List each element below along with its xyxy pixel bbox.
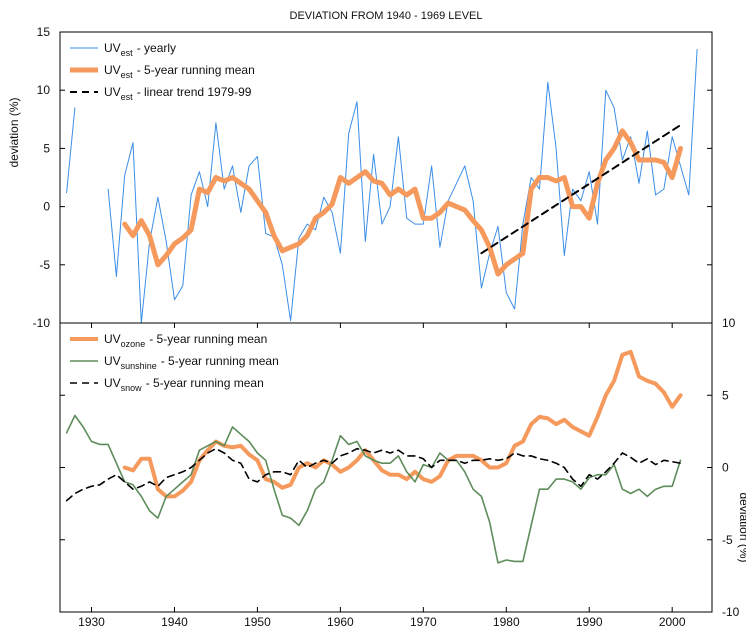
series-line <box>480 124 682 255</box>
legend-subscript: snow <box>121 383 143 393</box>
legend-suffix: - 5-year running mean <box>149 332 267 346</box>
legend-label: UVest - 5-year running mean <box>104 63 255 80</box>
legend-suffix: - 5-year running mean <box>137 63 255 77</box>
series-line <box>66 107 76 194</box>
x-tick-label: 1930 <box>78 615 105 629</box>
legend-label: UVsnow - 5-year running mean <box>104 376 264 393</box>
legend-subscript: sunshine <box>121 361 157 371</box>
legend-subscript: est <box>121 92 134 102</box>
legend-label: UVest - linear trend 1979-99 <box>104 85 252 102</box>
legend-name: UV <box>104 376 121 390</box>
y-tick-label: 5 <box>722 388 729 402</box>
x-tick-label: 1950 <box>244 615 271 629</box>
legend-name: UV <box>104 354 121 368</box>
x-tick-label: 2000 <box>659 615 686 629</box>
y-tick-label: -5 <box>722 533 733 547</box>
y-tick-label: 15 <box>37 25 51 39</box>
legend-name: UV <box>104 85 121 99</box>
legend-name: UV <box>104 332 121 346</box>
x-tick-label: 1980 <box>493 615 520 629</box>
legend-label: UVsunshine - 5-year running mean <box>104 354 279 371</box>
x-tick-label: 1970 <box>410 615 437 629</box>
chart-title: DEVIATION FROM 1940 - 1969 LEVEL <box>290 10 483 22</box>
y-tick-label: -10 <box>722 605 740 619</box>
y-tick-label: -5 <box>39 258 50 272</box>
x-tick-label: 1960 <box>327 615 354 629</box>
y-axis-label: deviation (%) <box>737 492 746 562</box>
y-tick-label: 0 <box>43 200 50 214</box>
legend-suffix: - 5-year running mean <box>161 354 279 368</box>
legend-subscript: est <box>121 48 134 58</box>
x-tick-label: 1940 <box>161 615 188 629</box>
legend-subscript: ozone <box>121 339 146 349</box>
plot-frame <box>59 322 713 613</box>
legend-label: UVozone - 5-year running mean <box>104 332 267 349</box>
series-line <box>122 128 683 277</box>
y-tick-label: 10 <box>37 83 51 97</box>
y-tick-label: 5 <box>43 141 50 155</box>
series-line <box>65 447 682 502</box>
legend-name: UV <box>104 41 121 55</box>
legend-suffix: - linear trend 1979-99 <box>137 85 252 99</box>
series-line <box>107 49 698 324</box>
y-tick-label: 0 <box>722 461 729 475</box>
y-axis-label: deviation (%) <box>7 97 21 167</box>
y-tick-label: -10 <box>33 316 51 330</box>
legend-name: UV <box>104 63 121 77</box>
y-tick-label: 10 <box>722 316 736 330</box>
legend-subscript: est <box>121 70 134 80</box>
series-line <box>65 414 682 564</box>
legend-suffix: - yearly <box>137 41 176 55</box>
legend-suffix: - 5-year running mean <box>146 376 264 390</box>
legend-label: UVest - yearly <box>104 41 176 58</box>
x-tick-label: 1990 <box>576 615 603 629</box>
